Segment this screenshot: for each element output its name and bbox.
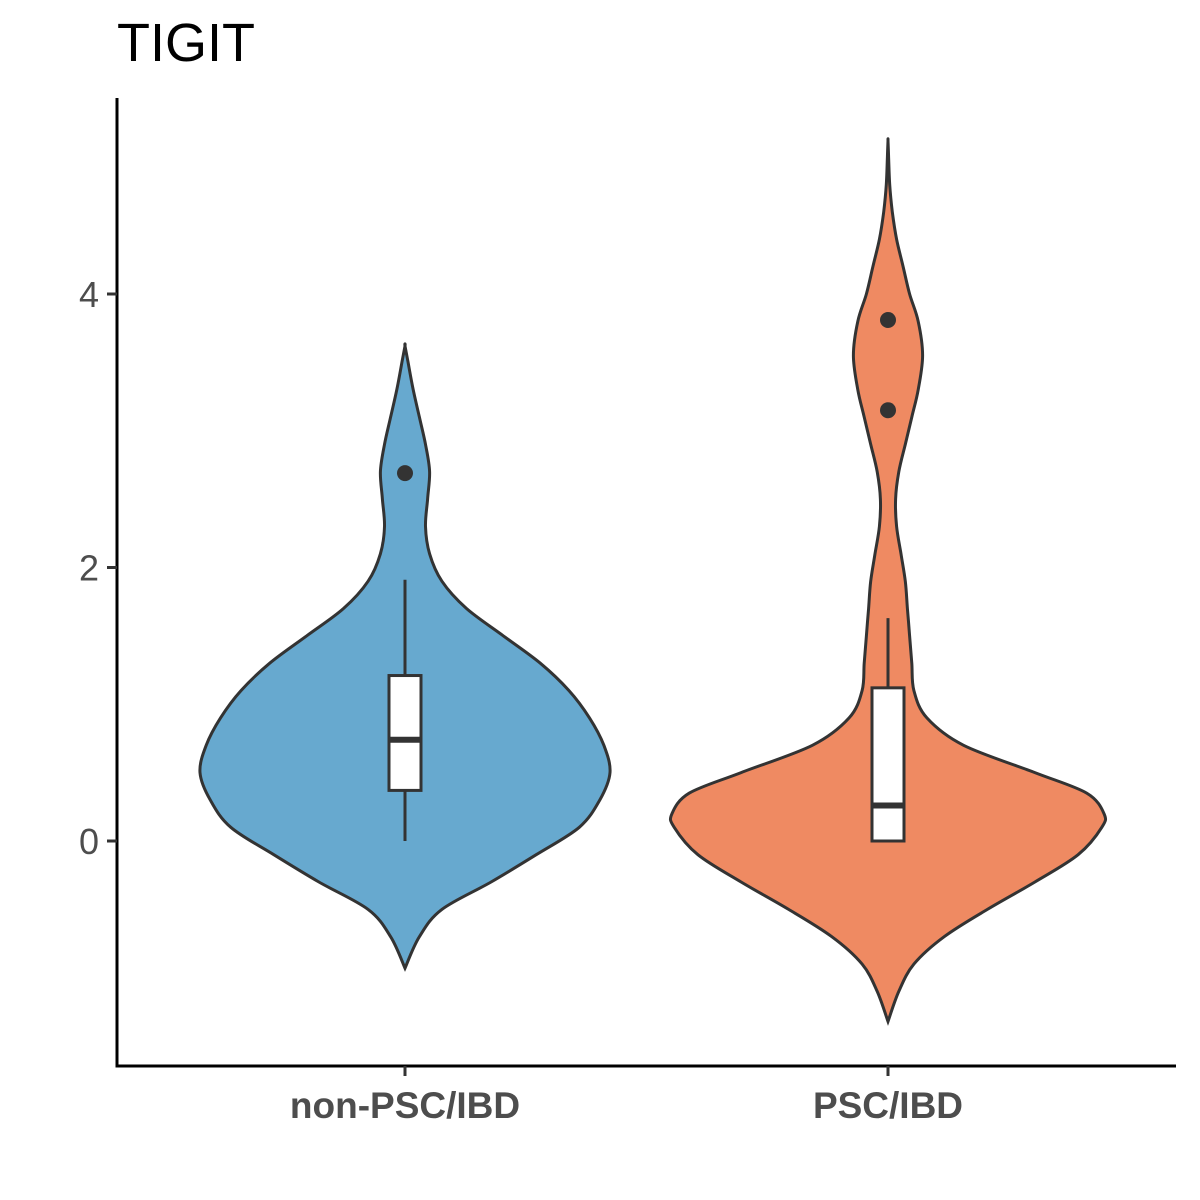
x-category-label: PSC/IBD: [813, 1085, 963, 1126]
box-2: [870, 686, 906, 843]
chart-title: TIGIT: [117, 13, 255, 73]
outlier-point-1-1: [397, 465, 413, 482]
violin-2: [668, 137, 1108, 1026]
x-category-label: non-PSC/IBD: [290, 1085, 520, 1126]
y-tick-label: 2: [79, 548, 99, 589]
outlier-point-2-2: [880, 402, 896, 419]
box-1: [387, 674, 423, 792]
y-tick-label: 4: [79, 274, 99, 315]
outlier-point-2-1: [880, 311, 896, 328]
y-tick-label: 0: [79, 821, 99, 862]
